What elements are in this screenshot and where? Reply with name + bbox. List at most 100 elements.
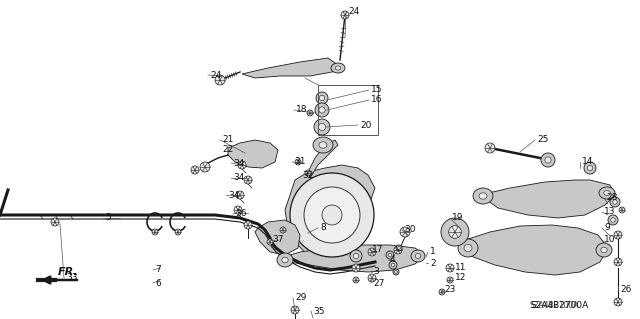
Circle shape (353, 253, 358, 259)
Circle shape (316, 92, 328, 104)
Polygon shape (480, 180, 615, 218)
Circle shape (352, 264, 360, 272)
Circle shape (389, 261, 397, 269)
Circle shape (152, 229, 158, 235)
Text: 24: 24 (348, 8, 359, 17)
Text: 3: 3 (373, 268, 379, 277)
Text: S2A4B2700A: S2A4B2700A (530, 301, 579, 310)
Text: 16: 16 (371, 95, 383, 105)
Polygon shape (255, 220, 300, 255)
Ellipse shape (596, 243, 612, 257)
Text: 34: 34 (233, 159, 244, 167)
Circle shape (304, 187, 360, 243)
Circle shape (307, 110, 313, 116)
Circle shape (447, 277, 453, 283)
Circle shape (244, 176, 252, 184)
Circle shape (394, 246, 402, 254)
Text: 9: 9 (604, 224, 610, 233)
Circle shape (290, 173, 374, 257)
Text: 34: 34 (233, 174, 244, 182)
Circle shape (388, 253, 392, 257)
Circle shape (175, 229, 181, 235)
Circle shape (238, 161, 246, 169)
Circle shape (350, 250, 362, 262)
Circle shape (614, 231, 622, 239)
Text: 34: 34 (228, 190, 239, 199)
Ellipse shape (319, 142, 327, 148)
Text: 24: 24 (210, 70, 221, 79)
Circle shape (215, 75, 225, 85)
Text: 10: 10 (604, 235, 616, 244)
Circle shape (619, 207, 625, 213)
Circle shape (191, 166, 199, 174)
Text: 5: 5 (105, 213, 111, 222)
Circle shape (393, 269, 399, 275)
Ellipse shape (604, 190, 610, 196)
Polygon shape (465, 225, 608, 275)
Text: 13: 13 (604, 207, 616, 217)
Circle shape (441, 218, 469, 246)
Text: 30: 30 (404, 226, 415, 234)
Text: 21: 21 (222, 136, 234, 145)
Circle shape (446, 264, 454, 272)
Text: 37: 37 (272, 235, 284, 244)
Text: 32: 32 (302, 170, 314, 180)
Text: 2: 2 (430, 258, 436, 268)
Circle shape (611, 218, 615, 222)
Circle shape (319, 107, 325, 113)
Text: S2A4B2700A: S2A4B2700A (530, 301, 588, 310)
Text: 22: 22 (222, 145, 233, 154)
Circle shape (51, 218, 59, 226)
Text: 15: 15 (371, 85, 383, 94)
Circle shape (305, 170, 311, 176)
Ellipse shape (313, 137, 333, 153)
Text: 14: 14 (582, 158, 593, 167)
Circle shape (244, 221, 252, 229)
Text: 8: 8 (320, 224, 326, 233)
Circle shape (614, 258, 622, 266)
Circle shape (319, 123, 326, 130)
Circle shape (386, 251, 394, 259)
Ellipse shape (277, 253, 293, 267)
Text: 27: 27 (373, 278, 385, 287)
Polygon shape (280, 245, 425, 272)
Text: 7: 7 (155, 265, 161, 275)
Circle shape (614, 298, 622, 306)
Text: 36: 36 (235, 209, 246, 218)
Text: FR.: FR. (58, 267, 79, 277)
Ellipse shape (331, 63, 345, 73)
Circle shape (545, 157, 551, 163)
Circle shape (588, 165, 593, 171)
Ellipse shape (464, 244, 472, 252)
Circle shape (449, 226, 461, 238)
Text: 33: 33 (66, 273, 77, 283)
Circle shape (295, 159, 301, 165)
Text: 1: 1 (430, 248, 436, 256)
Polygon shape (228, 140, 278, 168)
Circle shape (396, 245, 402, 251)
Circle shape (400, 227, 410, 237)
Circle shape (391, 263, 395, 267)
Text: 20: 20 (360, 121, 371, 130)
Circle shape (315, 103, 329, 117)
Circle shape (322, 205, 342, 225)
Text: 31: 31 (294, 158, 305, 167)
Polygon shape (308, 140, 338, 178)
Text: 26: 26 (620, 286, 632, 294)
Circle shape (280, 227, 286, 233)
Ellipse shape (411, 250, 425, 262)
Text: 4: 4 (390, 256, 396, 264)
Text: 28: 28 (606, 194, 618, 203)
Circle shape (291, 306, 299, 314)
Text: 12: 12 (455, 273, 467, 283)
Circle shape (449, 226, 461, 238)
Circle shape (397, 247, 401, 249)
Ellipse shape (415, 254, 421, 258)
Polygon shape (242, 58, 338, 78)
Circle shape (267, 239, 273, 245)
Circle shape (236, 191, 244, 199)
Text: 17: 17 (372, 246, 383, 255)
Circle shape (485, 143, 495, 153)
Text: 23: 23 (444, 286, 456, 294)
Circle shape (200, 162, 210, 172)
